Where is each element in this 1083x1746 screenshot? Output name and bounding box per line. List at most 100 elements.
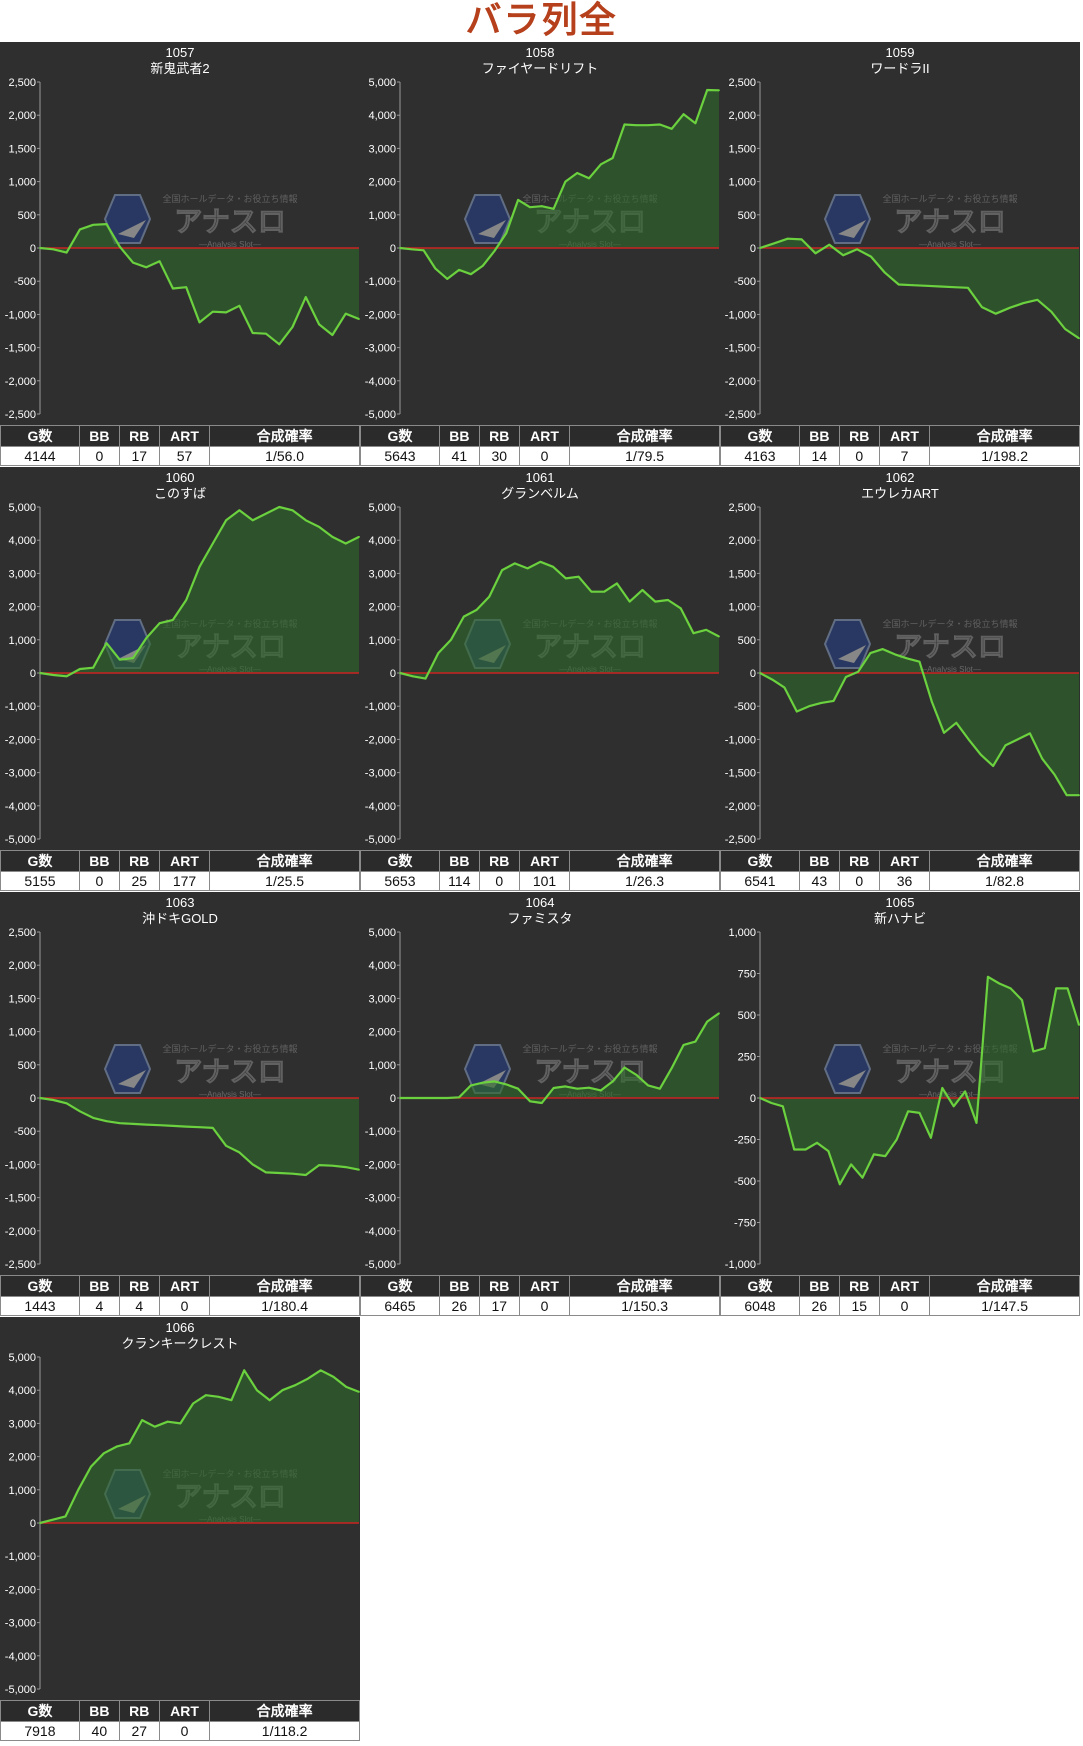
header-art: ART (158, 1700, 211, 1722)
stats-table: G数 BB RB ART 合成確率 4163 14 0 7 1/198.2 (720, 425, 1080, 466)
data-point (856, 248, 858, 251)
header-bb: BB (78, 1275, 120, 1297)
data-point (115, 1445, 118, 1448)
data-point (458, 269, 460, 271)
data-point (539, 560, 542, 563)
watermark-emblem-arrow-icon (838, 220, 866, 238)
data-point (590, 590, 593, 593)
data-point (344, 1166, 347, 1168)
data-point (773, 242, 775, 245)
data-point (358, 1391, 360, 1393)
data-point (981, 306, 983, 308)
y-tick-label: 4,000 (8, 535, 36, 547)
data-point (930, 1136, 932, 1139)
data-point (564, 180, 567, 183)
data-point (540, 205, 543, 208)
y-tick-label: 500 (18, 1060, 36, 1072)
data-point (481, 1081, 484, 1084)
y-tick-label: -5,000 (5, 1684, 36, 1696)
data-point (128, 1442, 131, 1445)
games-value: 1443 (0, 1296, 80, 1316)
y-tick-label: -1,000 (5, 701, 36, 713)
y-tick-label: 2,000 (728, 110, 756, 122)
data-point (319, 1369, 322, 1372)
y-tick-label: 5,000 (368, 77, 396, 89)
data-point (145, 266, 148, 269)
watermark-emblem-icon (103, 1044, 152, 1094)
data-point (577, 575, 580, 578)
data-point (771, 678, 774, 681)
series-line (759, 237, 1080, 340)
area-fill (400, 1013, 719, 1103)
data-point (268, 1399, 271, 1402)
data-point (1041, 757, 1044, 760)
data-point (198, 1126, 201, 1129)
data-point (883, 271, 886, 274)
data-point (1078, 337, 1080, 340)
games-value: 4144 (0, 446, 80, 466)
data-point (77, 1488, 80, 1491)
data-point (718, 1012, 720, 1015)
y-tick-label: -1,500 (725, 768, 756, 780)
data-point (265, 1171, 267, 1174)
y-tick-label: -5,000 (365, 834, 396, 846)
data-point (975, 1122, 978, 1124)
data-point (611, 157, 614, 159)
area-fill (760, 649, 1079, 796)
data-point (842, 254, 845, 257)
data-point (132, 1123, 134, 1125)
bb-value: 41 (438, 446, 480, 466)
data-point (291, 509, 294, 512)
data-point (458, 1096, 460, 1099)
data-point (488, 595, 491, 598)
panel-1063: 1063 沖ドキGOLD 2,500 2,000 1,500 1,000 500 0 -500 -… (0, 892, 360, 1317)
data-point (304, 1174, 307, 1176)
header-bb: BB (798, 850, 840, 872)
data-point (158, 260, 161, 263)
art-value: 0 (518, 1296, 571, 1316)
y-tick-label: 1,000 (728, 602, 756, 614)
area-fill (400, 90, 719, 279)
y-tick-label: 1,000 (368, 635, 396, 647)
data-point (105, 1120, 108, 1123)
y-tick-label: 2,000 (8, 602, 36, 614)
data-point (670, 1067, 673, 1069)
data-point (470, 273, 472, 276)
data-point (153, 1425, 156, 1428)
watermark-emblem-icon (103, 194, 152, 244)
header-bb: BB (798, 1275, 840, 1297)
data-point (185, 599, 188, 601)
y-tick-label: -2,000 (365, 1159, 396, 1171)
data-point (623, 123, 626, 126)
data-point (1032, 1050, 1035, 1053)
watermark-sub-text: —Analysis Slot— (919, 1090, 981, 1099)
y-tick-label: 0 (390, 243, 396, 255)
bb-value: 14 (798, 446, 840, 466)
data-point (911, 284, 914, 287)
machine-number: 1066 (166, 1320, 195, 1335)
data-point (654, 600, 657, 603)
area-fill (760, 238, 1079, 339)
data-point (52, 248, 55, 251)
y-tick-label: 4,000 (368, 535, 396, 547)
data-point (659, 1087, 661, 1090)
data-point (816, 1141, 818, 1144)
header-rb: RB (118, 850, 160, 872)
y-tick-label: -2,000 (365, 309, 396, 321)
series-line (400, 1012, 720, 1105)
y-tick-label: 500 (738, 635, 756, 647)
data-point (291, 1172, 294, 1175)
data-point (918, 1112, 921, 1114)
y-tick-label: 0 (30, 668, 36, 680)
y-tick-label: -2,500 (725, 409, 756, 421)
data-point (118, 245, 121, 248)
data-point (857, 670, 860, 673)
art-value: 0 (878, 1296, 931, 1316)
data-point (331, 1164, 334, 1167)
data-point (172, 287, 174, 290)
data-point (493, 1080, 496, 1083)
panel-1065: 1065 新ハナビ 1,000 750 500 250 0 -250 -500 -750 -1,00… (720, 892, 1080, 1317)
